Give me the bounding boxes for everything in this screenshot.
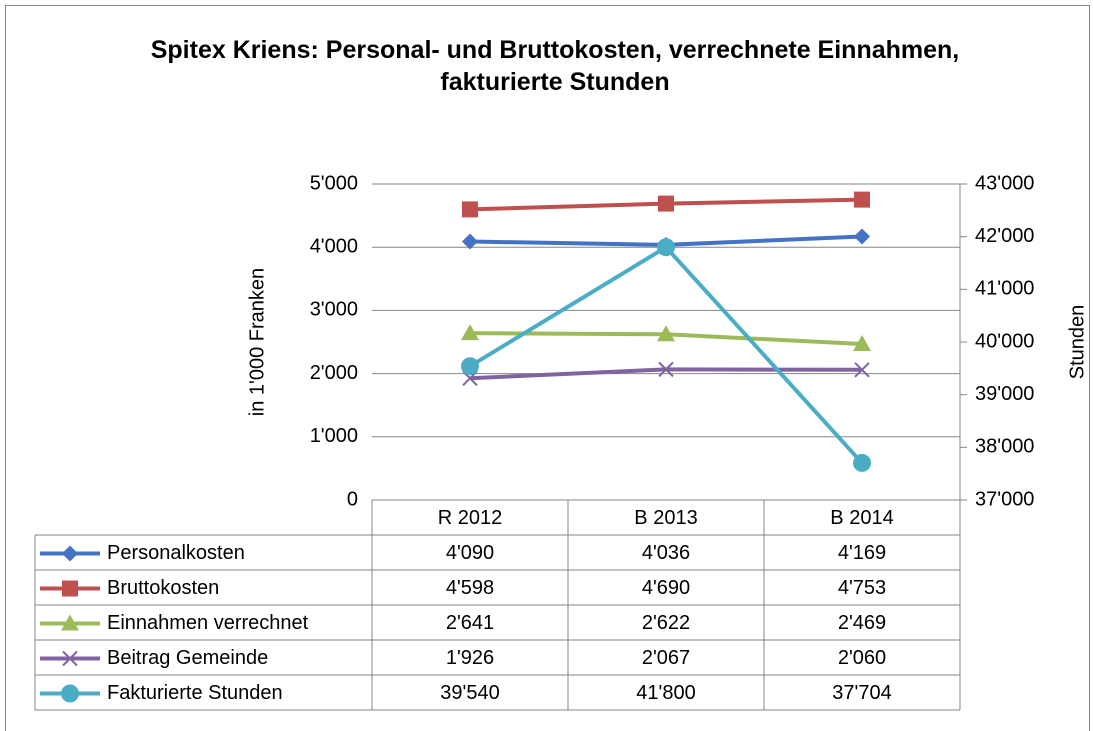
data-point xyxy=(62,580,78,597)
table-value: 4'753 xyxy=(838,577,886,599)
data-point xyxy=(854,191,870,208)
y-tick-label: 0 xyxy=(347,488,358,510)
chart-title: Spitex Kriens: Personal- und Bruttokoste… xyxy=(150,36,960,96)
y2-tick-label: 40'000 xyxy=(975,330,1034,352)
data-point xyxy=(461,357,479,376)
table-value: 2'641 xyxy=(446,612,494,634)
x-tick-label: B 2014 xyxy=(830,507,893,529)
y2-tick-label: 39'000 xyxy=(975,383,1034,405)
table-value: 4'690 xyxy=(642,577,690,599)
y-tick-label: 2'000 xyxy=(310,362,358,384)
data-point xyxy=(61,614,79,631)
table-value: 2'622 xyxy=(642,612,690,634)
table-value: 4'598 xyxy=(446,577,494,599)
data-point xyxy=(853,334,871,351)
y2-tick-label: 41'000 xyxy=(975,278,1034,300)
data-point xyxy=(462,233,478,250)
legend-label: Beitrag Gemeinde xyxy=(107,647,268,669)
table-value: 4'036 xyxy=(642,542,690,564)
table-value: 2'067 xyxy=(642,647,690,669)
y-tick-label: 1'000 xyxy=(310,425,358,447)
table-value: 37'704 xyxy=(832,682,891,704)
data-point xyxy=(461,324,479,341)
x-tick-label: R 2012 xyxy=(438,507,503,529)
data-point xyxy=(657,325,675,342)
data-point xyxy=(853,453,871,472)
data-point xyxy=(62,650,78,667)
y2-tick-label: 38'000 xyxy=(975,436,1034,458)
data-point xyxy=(657,238,675,257)
data-point xyxy=(658,195,674,212)
table-value: 1'926 xyxy=(446,647,494,669)
legend-label: Personalkosten xyxy=(107,542,245,564)
table-value: 4'090 xyxy=(446,542,494,564)
y2-tick-label: 43'000 xyxy=(975,172,1034,194)
legend-label: Bruttokosten xyxy=(107,577,219,599)
legend-label: Fakturierte Stunden xyxy=(107,682,283,704)
data-point xyxy=(854,362,870,378)
series-line xyxy=(468,244,864,465)
data-point xyxy=(62,545,78,562)
data-point xyxy=(658,361,674,378)
y-tick-label: 4'000 xyxy=(310,235,358,257)
table-value: 41'800 xyxy=(636,682,695,704)
data-point xyxy=(854,228,870,245)
legend-label: Einnahmen verrechnet xyxy=(107,612,309,634)
table-value: 2'469 xyxy=(838,612,886,634)
chart-border xyxy=(5,5,1090,731)
data-point xyxy=(61,684,79,703)
table-value: 4'169 xyxy=(838,542,886,564)
y2-tick-label: 42'000 xyxy=(975,225,1034,247)
table-value: 2'060 xyxy=(838,647,886,669)
y-axis-label: in 1'000 Franken xyxy=(246,268,268,416)
y2-tick-label: 37'000 xyxy=(975,488,1034,510)
table-value: 39'540 xyxy=(440,682,499,704)
y-tick-label: 5'000 xyxy=(310,172,358,194)
data-point xyxy=(462,201,478,218)
x-tick-label: B 2013 xyxy=(634,507,697,529)
y2-axis-label: Stunden xyxy=(1066,305,1088,380)
y-tick-label: 3'000 xyxy=(310,299,358,321)
